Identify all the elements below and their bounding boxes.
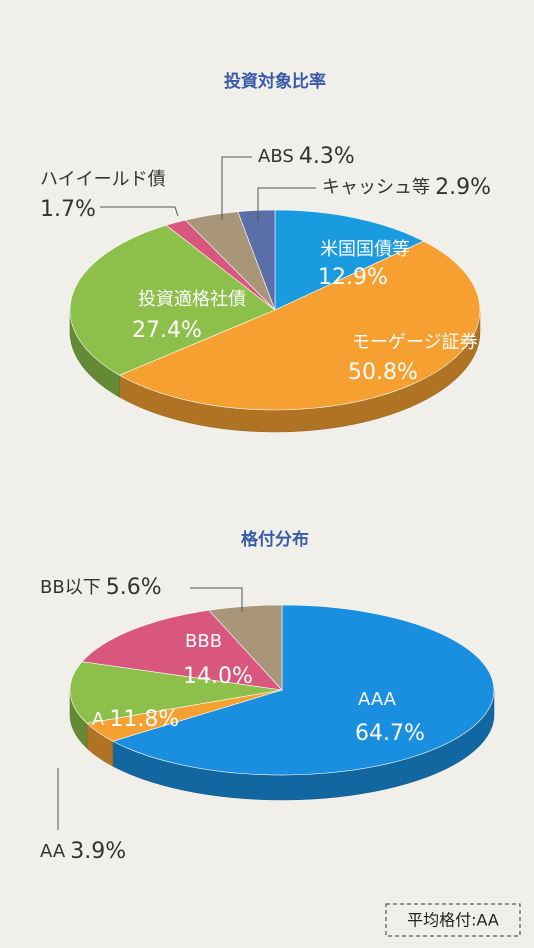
value-label: 2.9% bbox=[435, 175, 491, 200]
leader-line bbox=[257, 187, 316, 222]
value-label: 3.9% bbox=[70, 839, 126, 864]
slice-label: BBB bbox=[185, 631, 222, 652]
slice bbox=[237, 209, 276, 311]
leader-line bbox=[100, 206, 179, 217]
leader-line bbox=[190, 587, 243, 612]
slice-label: AA bbox=[40, 841, 66, 862]
slice-label: ABS bbox=[258, 146, 294, 167]
value-label: 4.3% bbox=[299, 144, 355, 169]
value-label: 11.8% bbox=[109, 707, 179, 732]
slice-label: キャッシュ等 bbox=[322, 177, 430, 198]
slice-label: BB以下 bbox=[40, 577, 101, 598]
chart-title: 格付分布 bbox=[241, 529, 309, 550]
value-label: 27.4% bbox=[132, 318, 202, 343]
slice-label-group: AA 3.9% bbox=[40, 839, 126, 864]
value-label: 1.7% bbox=[40, 197, 96, 222]
slice bbox=[112, 604, 495, 776]
note-box bbox=[385, 903, 521, 937]
leader-line bbox=[221, 156, 252, 220]
slice bbox=[208, 604, 283, 691]
value-label: 64.7% bbox=[355, 721, 425, 746]
value-label: 5.6% bbox=[106, 575, 162, 600]
slice-label: A bbox=[92, 709, 105, 730]
chart-title: 投資対象比率 bbox=[224, 71, 326, 92]
slice-label: モーゲージ証券 bbox=[352, 332, 478, 353]
slice bbox=[81, 609, 283, 691]
slice-label-group: ABS 4.3% bbox=[258, 144, 355, 169]
slice-label: ハイイールド債 bbox=[40, 169, 166, 190]
note: 平均格付:AA bbox=[407, 911, 499, 930]
slice bbox=[69, 224, 276, 376]
slice bbox=[274, 209, 425, 311]
value-label: 50.8% bbox=[348, 360, 418, 385]
slice bbox=[69, 661, 283, 724]
value-label: 12.9% bbox=[318, 265, 388, 290]
slice-label-group: キャッシュ等 2.9% bbox=[322, 175, 491, 200]
slice-label: 米国国債等 bbox=[320, 239, 410, 260]
slice bbox=[118, 240, 481, 411]
value-label: 14.0% bbox=[183, 664, 253, 689]
slice-label: 投資適格社債 bbox=[138, 289, 246, 310]
slice-label-group: BB以下 5.6% bbox=[40, 575, 162, 600]
slice-label: AAA bbox=[358, 689, 397, 710]
slice-label-group: A 11.8% bbox=[92, 707, 179, 732]
